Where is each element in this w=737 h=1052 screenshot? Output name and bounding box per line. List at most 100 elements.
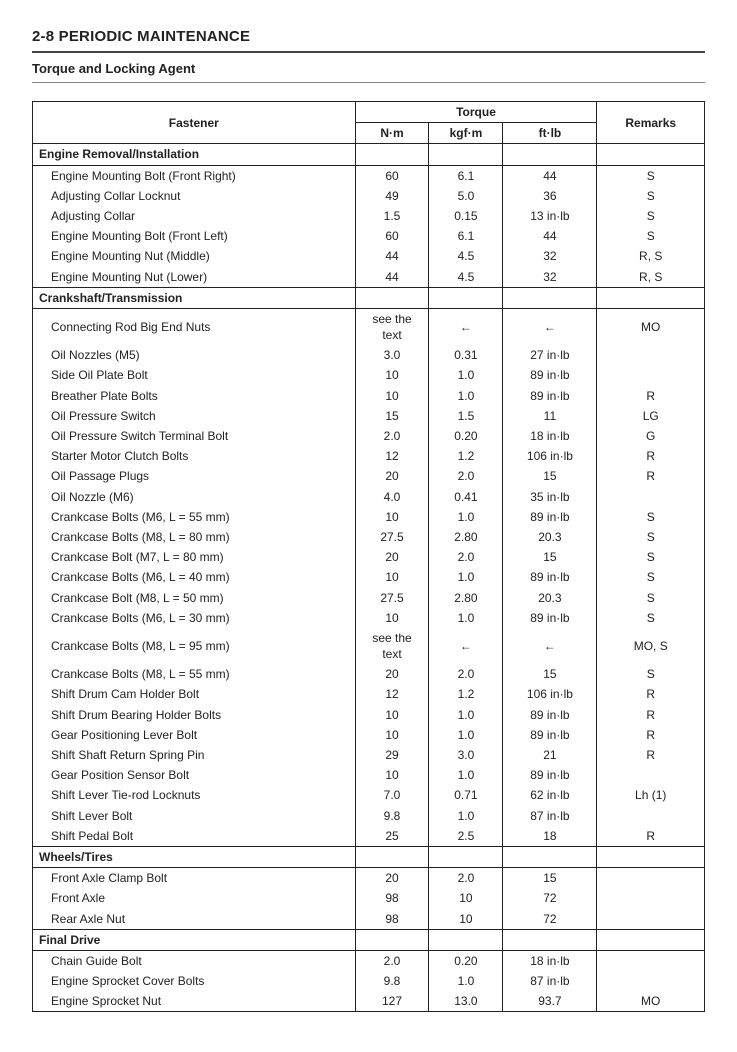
cell-ftlb: 89 in·lb	[503, 567, 597, 587]
cell-remarks: R, S	[597, 246, 705, 266]
cell-remarks: R	[597, 684, 705, 704]
cell-nm: 7.0	[355, 785, 429, 805]
cell-remarks: S	[597, 507, 705, 527]
cell-ftlb: 89 in·lb	[503, 386, 597, 406]
cell-nm: 10	[355, 386, 429, 406]
cell-ftlb: 89 in·lb	[503, 705, 597, 725]
cell-nm: 12	[355, 446, 429, 466]
cell-ftlb: 87 in·lb	[503, 806, 597, 826]
table-row: Side Oil Plate Bolt101.089 in·lb	[33, 365, 705, 385]
cell-kgfm: 1.0	[429, 567, 503, 587]
cell-remarks	[597, 909, 705, 930]
cell-fastener: Starter Motor Clutch Bolts	[33, 446, 356, 466]
cell-kgfm: 6.1	[429, 165, 503, 186]
cell-ftlb: 18	[503, 826, 597, 847]
section-title: Wheels/Tires	[33, 846, 356, 867]
section-empty-cell	[429, 846, 503, 867]
cell-nm: see the text	[355, 628, 429, 664]
cell-ftlb: 72	[503, 888, 597, 908]
table-row: Shift Drum Cam Holder Bolt121.2106 in·lb…	[33, 684, 705, 704]
table-row: Crankcase Bolts (M8, L = 80 mm)27.52.802…	[33, 527, 705, 547]
cell-fastener: Engine Sprocket Cover Bolts	[33, 971, 356, 991]
col-nm: N·m	[355, 123, 429, 144]
cell-remarks	[597, 888, 705, 908]
cell-remarks	[597, 487, 705, 507]
cell-kgfm: 1.0	[429, 365, 503, 385]
cell-ftlb: 44	[503, 165, 597, 186]
cell-remarks: S	[597, 608, 705, 628]
cell-remarks: G	[597, 426, 705, 446]
cell-nm: 10	[355, 365, 429, 385]
cell-kgfm: 1.0	[429, 971, 503, 991]
cell-ftlb: 18 in·lb	[503, 426, 597, 446]
col-fastener: Fastener	[33, 102, 356, 144]
table-row: Front Axle Clamp Bolt202.015	[33, 868, 705, 889]
cell-remarks: R	[597, 446, 705, 466]
section-empty-cell	[503, 287, 597, 308]
cell-remarks: Lh (1)	[597, 785, 705, 805]
cell-nm: 3.0	[355, 345, 429, 365]
cell-fastener: Engine Mounting Nut (Lower)	[33, 267, 356, 288]
section-empty-cell	[355, 144, 429, 165]
cell-remarks: S	[597, 206, 705, 226]
section-row: Final Drive	[33, 929, 705, 950]
section-empty-cell	[503, 144, 597, 165]
cell-fastener: Breather Plate Bolts	[33, 386, 356, 406]
table-row: Connecting Rod Big End Nutssee the text←…	[33, 308, 705, 345]
table-row: Crankcase Bolts (M6, L = 55 mm)101.089 i…	[33, 507, 705, 527]
cell-nm: 12	[355, 684, 429, 704]
cell-fastener: Crankcase Bolt (M8, L = 50 mm)	[33, 588, 356, 608]
cell-fastener: Crankcase Bolts (M8, L = 95 mm)	[33, 628, 356, 664]
cell-fastener: Engine Mounting Bolt (Front Right)	[33, 165, 356, 186]
cell-kgfm: 4.5	[429, 246, 503, 266]
cell-ftlb: 89 in·lb	[503, 608, 597, 628]
cell-ftlb: 21	[503, 745, 597, 765]
section-empty-cell	[597, 929, 705, 950]
cell-remarks: R	[597, 745, 705, 765]
cell-fastener: Rear Axle Nut	[33, 909, 356, 930]
cell-kgfm: 2.80	[429, 588, 503, 608]
cell-kgfm: 1.2	[429, 684, 503, 704]
cell-kgfm: 2.0	[429, 547, 503, 567]
table-row: Engine Sprocket Nut12713.093.7MO	[33, 991, 705, 1012]
table-row: Engine Mounting Nut (Lower)444.532R, S	[33, 267, 705, 288]
cell-remarks	[597, 765, 705, 785]
cell-nm: 49	[355, 186, 429, 206]
table-row: Crankcase Bolts (M6, L = 30 mm)101.089 i…	[33, 608, 705, 628]
cell-ftlb: 44	[503, 226, 597, 246]
cell-ftlb: 11	[503, 406, 597, 426]
cell-fastener: Gear Position Sensor Bolt	[33, 765, 356, 785]
cell-ftlb: 89 in·lb	[503, 765, 597, 785]
cell-kgfm: 10	[429, 888, 503, 908]
cell-fastener: Shift Lever Bolt	[33, 806, 356, 826]
cell-fastener: Engine Sprocket Nut	[33, 991, 356, 1012]
table-row: Adjusting Collar1.50.1513 in·lbS	[33, 206, 705, 226]
cell-kgfm: 1.5	[429, 406, 503, 426]
cell-ftlb: 89 in·lb	[503, 725, 597, 745]
cell-fastener: Adjusting Collar Locknut	[33, 186, 356, 206]
cell-fastener: Shift Lever Tie-rod Locknuts	[33, 785, 356, 805]
table-row: Engine Sprocket Cover Bolts9.81.087 in·l…	[33, 971, 705, 991]
cell-kgfm: 13.0	[429, 991, 503, 1012]
table-row: Engine Mounting Nut (Middle)444.532R, S	[33, 246, 705, 266]
cell-remarks: R, S	[597, 267, 705, 288]
section-row: Crankshaft/Transmission	[33, 287, 705, 308]
cell-kgfm: ←	[429, 628, 503, 664]
table-row: Breather Plate Bolts101.089 in·lbR	[33, 386, 705, 406]
cell-kgfm: 0.15	[429, 206, 503, 226]
cell-kgfm: 2.5	[429, 826, 503, 847]
cell-remarks	[597, 345, 705, 365]
cell-fastener: Crankcase Bolt (M7, L = 80 mm)	[33, 547, 356, 567]
cell-remarks: S	[597, 527, 705, 547]
cell-fastener: Oil Nozzles (M5)	[33, 345, 356, 365]
cell-remarks	[597, 806, 705, 826]
cell-fastener: Oil Nozzle (M6)	[33, 487, 356, 507]
section-row: Engine Removal/Installation	[33, 144, 705, 165]
table-head: Fastener Torque Remarks N·m kgf·m ft·lb	[33, 102, 705, 144]
cell-kgfm: 1.0	[429, 765, 503, 785]
table-row: Engine Mounting Bolt (Front Left)606.144…	[33, 226, 705, 246]
cell-fastener: Engine Mounting Nut (Middle)	[33, 246, 356, 266]
cell-remarks: LG	[597, 406, 705, 426]
cell-remarks: R	[597, 705, 705, 725]
cell-fastener: Oil Pressure Switch	[33, 406, 356, 426]
